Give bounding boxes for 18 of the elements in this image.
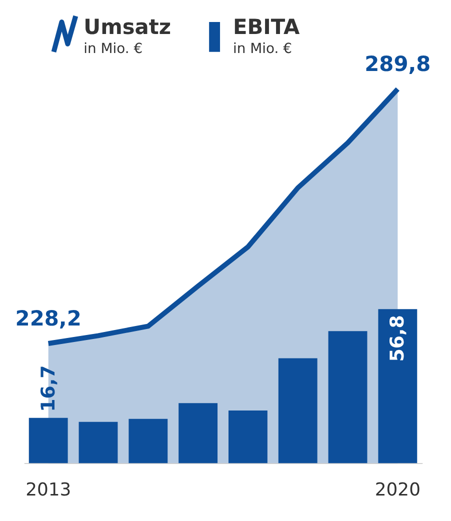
bar xyxy=(178,403,218,464)
bar xyxy=(328,331,368,464)
bar xyxy=(128,418,168,464)
bar xyxy=(278,358,318,464)
legend-label: EBITA xyxy=(232,14,301,39)
data-label: 16,7 xyxy=(37,365,60,412)
bar xyxy=(78,422,118,464)
bar xyxy=(28,418,68,464)
bar xyxy=(378,309,418,464)
data-label: 56,8 xyxy=(386,315,409,362)
x-tick-label: 2020 xyxy=(374,479,420,500)
data-label: 228,2 xyxy=(15,306,82,331)
y-axis-title: in Mio. € xyxy=(84,40,143,57)
y2-axis-title: in Mio. € xyxy=(232,40,292,57)
data-label: 289,8 xyxy=(364,52,431,76)
legend-label: Umsatz xyxy=(84,14,172,39)
x-tick-label: 2013 xyxy=(26,479,72,500)
bar xyxy=(228,410,268,464)
